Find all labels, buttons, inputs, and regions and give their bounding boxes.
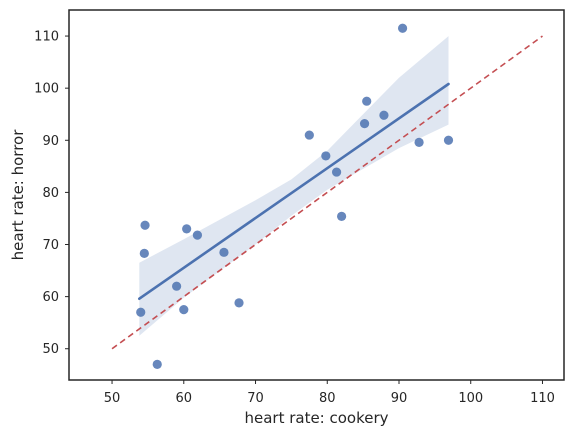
data-point (414, 137, 424, 147)
x-tick-label: 50 (104, 391, 121, 406)
y-tick-label: 60 (42, 290, 59, 305)
x-tick-label: 110 (530, 391, 555, 406)
data-point (362, 96, 372, 106)
data-point (359, 119, 370, 129)
y-tick-label: 80 (42, 186, 59, 201)
data-point (219, 247, 229, 257)
data-point (397, 23, 408, 33)
data-point (172, 281, 182, 291)
data-point (140, 220, 150, 230)
data-point (179, 305, 189, 315)
data-point (152, 359, 162, 369)
x-tick-label: 100 (458, 391, 483, 406)
plot-contents (111, 23, 543, 369)
x-tick-label: 90 (391, 391, 408, 406)
data-point (443, 135, 454, 145)
y-tick-label: 50 (42, 342, 59, 357)
y-tick-label: 100 (34, 82, 59, 97)
data-point (304, 130, 314, 140)
identity-line (111, 35, 543, 350)
x-tick-label: 80 (319, 391, 336, 406)
plot-frame (68, 9, 565, 381)
data-point (234, 298, 244, 308)
data-point (192, 230, 203, 240)
data-point (139, 248, 149, 258)
y-tick-label: 70 (42, 238, 59, 253)
x-tick-label: 70 (247, 391, 264, 406)
data-point (331, 167, 342, 177)
regression-line (138, 82, 450, 301)
confidence-band (139, 36, 449, 336)
data-point (337, 211, 347, 221)
data-point (136, 307, 146, 317)
x-tick-label: 60 (176, 391, 193, 406)
data-point (321, 151, 331, 161)
y-tick-label: 90 (42, 134, 59, 149)
y-axis-label: heart rate: horror (9, 129, 27, 261)
x-axis-label: heart rate: cookery (244, 409, 388, 427)
data-point (182, 224, 192, 234)
plot-area: 50 60 70 80 90 100 110 50 60 70 80 90 100 110 heart ra… (9, 9, 565, 427)
y-tick-label: 110 (34, 30, 59, 45)
data-point (379, 110, 389, 120)
